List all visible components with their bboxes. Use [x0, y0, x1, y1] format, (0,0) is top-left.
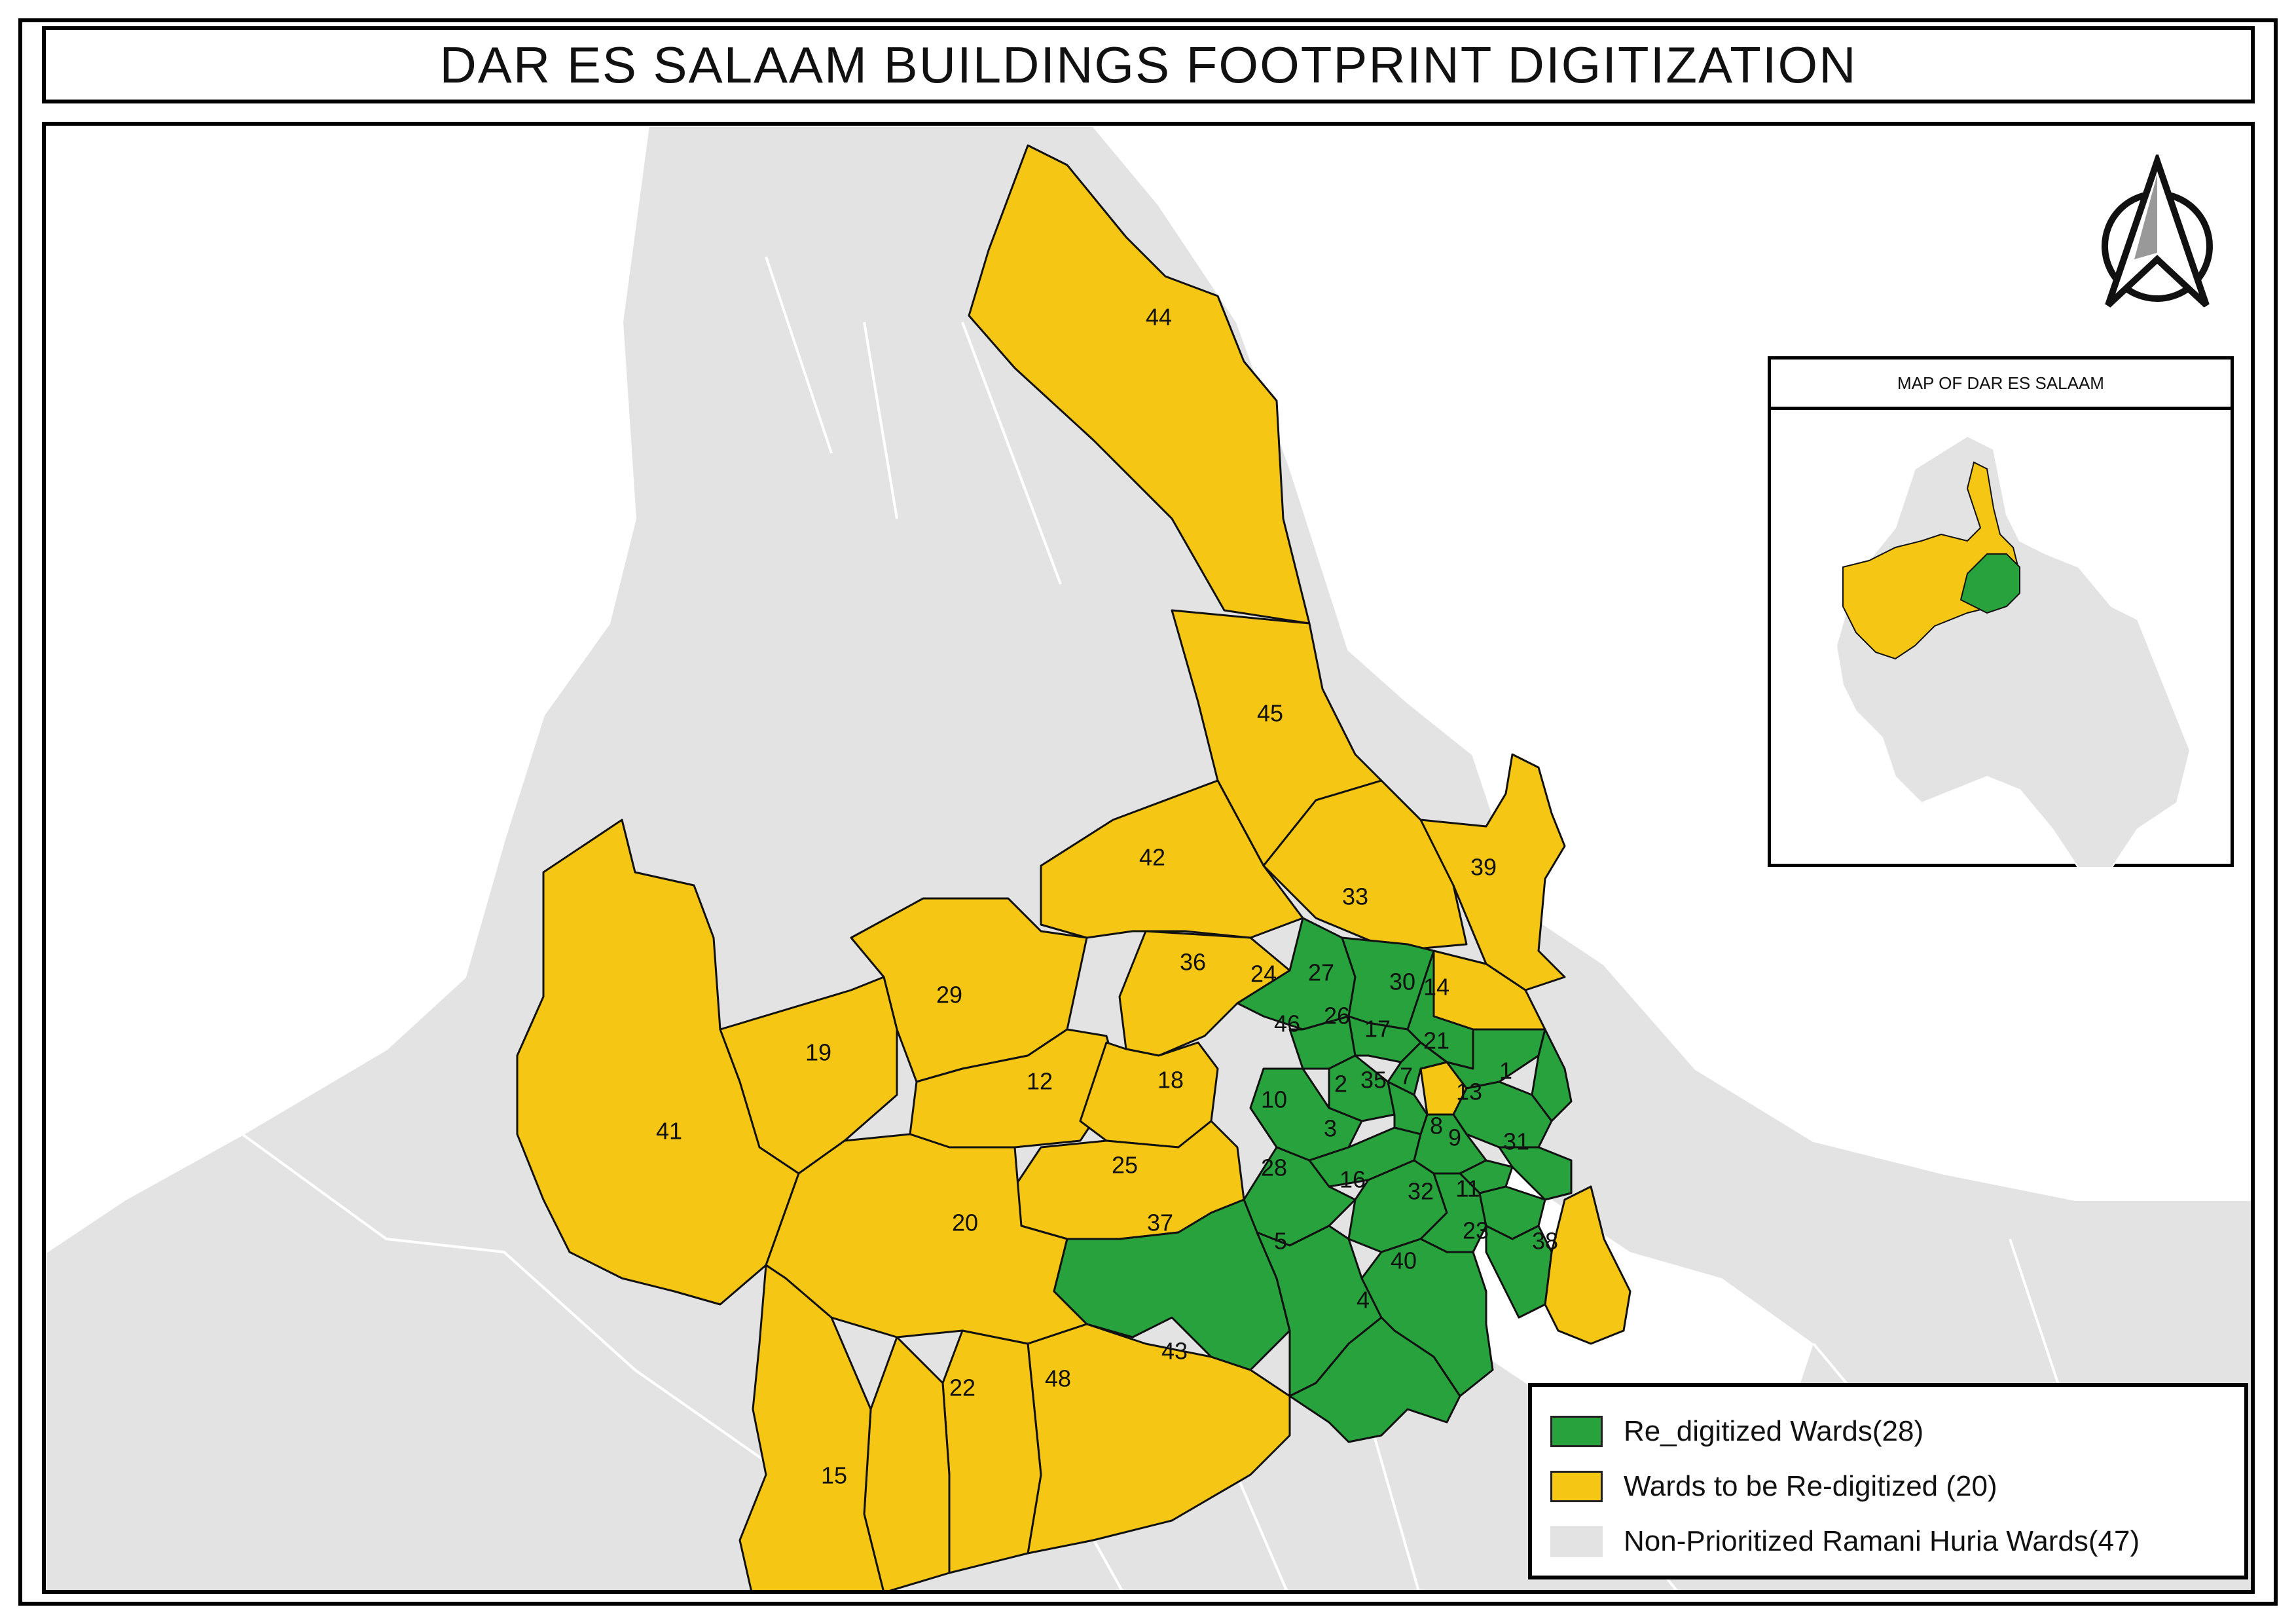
ward-label-27: 27: [1308, 959, 1334, 986]
ward-label-21: 21: [1423, 1027, 1449, 1054]
ward-4: [1288, 1316, 1461, 1443]
inset-title-text: MAP OF DAR ES SALAAM: [1897, 373, 2104, 393]
ward-23: [1485, 1225, 1553, 1319]
wards-to-be-redigitized: [516, 144, 1631, 1590]
ward-label-32: 32: [1408, 1178, 1434, 1205]
ward-label-4: 4: [1357, 1287, 1370, 1314]
wards-redigitized: [1053, 917, 1573, 1443]
ward-label-3: 3: [1324, 1115, 1337, 1142]
ward-labels: 44 45 39 42 33 36 24 27 30 14 29 46 26 1…: [656, 304, 1558, 1489]
ward-label-24: 24: [1250, 961, 1277, 987]
title-box: DAR ES SALAAM BUILDINGS FOOTPRINT DIGITI…: [42, 26, 2255, 103]
legend-label-to-be-redigitized: Wards to be Re-digitized (20): [1624, 1470, 1997, 1502]
ward-label-26: 26: [1324, 1003, 1350, 1029]
legend-swatch-grey: [1550, 1526, 1603, 1557]
ward-label-16: 16: [1339, 1166, 1366, 1193]
legend-item-to-be-redigitized: Wards to be Re-digitized (20): [1550, 1459, 2226, 1514]
ward-label-29: 29: [936, 982, 962, 1008]
ward-label-37: 37: [1147, 1209, 1173, 1236]
ward-label-35: 35: [1360, 1067, 1387, 1094]
ward-label-8: 8: [1430, 1113, 1443, 1139]
ward-label-7: 7: [1400, 1063, 1413, 1090]
inset-title: MAP OF DAR ES SALAAM: [1771, 360, 2231, 410]
map-title: DAR ES SALAAM BUILDINGS FOOTPRINT DIGITI…: [439, 35, 1857, 94]
ward-label-17: 17: [1364, 1016, 1391, 1043]
ward-label-33: 33: [1342, 883, 1368, 910]
ward-44: [968, 144, 1311, 625]
legend-swatch-yellow: [1550, 1471, 1603, 1502]
ward-label-20: 20: [952, 1209, 978, 1236]
outer-frame: [18, 18, 2278, 1606]
ward-label-14: 14: [1423, 974, 1449, 1001]
ward-label-11: 11: [1455, 1175, 1480, 1202]
ward-label-2: 2: [1334, 1071, 1347, 1098]
ward-label-46: 46: [1274, 1010, 1300, 1037]
ward-label-30: 30: [1389, 969, 1415, 995]
ward-label-1: 1: [1499, 1058, 1512, 1084]
main-map[interactable]: 44 45 39 42 33 36 24 27 30 14 29 46 26 1…: [46, 126, 2255, 1594]
legend-item-non-prioritized: Non-Prioritized Ramani Huria Wards(47): [1550, 1514, 2226, 1569]
ward-label-25: 25: [1112, 1152, 1138, 1179]
ward-label-22: 22: [949, 1375, 975, 1401]
ward-15: [738, 1264, 884, 1590]
ward-label-5: 5: [1274, 1228, 1287, 1255]
ward-label-19: 19: [805, 1039, 831, 1066]
ward-18: [1079, 1041, 1219, 1149]
ward-label-44: 44: [1146, 304, 1172, 331]
inset-map-svg: [1835, 435, 2191, 869]
ward-label-12: 12: [1027, 1068, 1053, 1095]
ward-33: [1262, 779, 1468, 952]
ward-label-45: 45: [1257, 700, 1283, 727]
ward-label-9: 9: [1448, 1124, 1461, 1151]
ward-label-18: 18: [1157, 1067, 1184, 1094]
legend-label-redigitized: Re_digitized Wards(28): [1624, 1415, 1924, 1447]
legend-swatch-green: [1550, 1416, 1603, 1447]
ward-label-31: 31: [1503, 1128, 1529, 1155]
ward-label-23: 23: [1463, 1217, 1489, 1244]
ward-label-40: 40: [1391, 1247, 1417, 1274]
ward-label-48: 48: [1045, 1365, 1071, 1392]
ward-label-36: 36: [1180, 949, 1206, 976]
ward-36: [1118, 930, 1291, 1057]
ward-label-15: 15: [821, 1462, 847, 1489]
legend: Re_digitized Wards(28) Wards to be Re-di…: [1528, 1383, 2248, 1579]
ward-label-13: 13: [1456, 1079, 1482, 1105]
ward-label-39: 39: [1470, 854, 1497, 881]
legend-item-redigitized: Re_digitized Wards(28): [1550, 1404, 2226, 1459]
ward-label-41: 41: [656, 1118, 682, 1145]
map-panel[interactable]: 44 45 39 42 33 36 24 27 30 14 29 46 26 1…: [42, 122, 2255, 1594]
ward-label-43: 43: [1161, 1338, 1188, 1365]
ward-48: [941, 1329, 1042, 1574]
north-arrow-icon: [2095, 151, 2219, 312]
ward-label-28: 28: [1261, 1154, 1287, 1181]
inset-map: MAP OF DAR ES SALAAM: [1768, 356, 2234, 869]
ward-label-38: 38: [1532, 1228, 1558, 1255]
ward-31: [1498, 1146, 1573, 1201]
ward-label-42: 42: [1139, 844, 1165, 871]
ward-label-10: 10: [1261, 1086, 1287, 1113]
legend-label-non-prioritized: Non-Prioritized Ramani Huria Wards(47): [1624, 1525, 2140, 1557]
